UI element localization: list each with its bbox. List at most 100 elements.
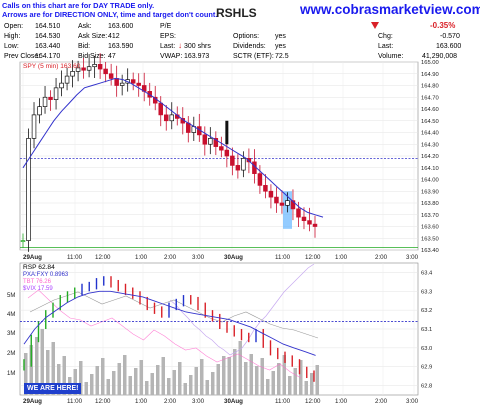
price-time-label: 30Aug (224, 254, 243, 261)
volume-bar (134, 368, 138, 395)
volume-bar (62, 356, 66, 395)
volume-bar (101, 358, 105, 395)
indicator-time-label: 11:00 (67, 398, 83, 405)
price-time-label: 29Aug (23, 254, 42, 261)
volume-bar (90, 374, 94, 395)
candle-body (70, 71, 75, 77)
volume-bar (216, 364, 220, 395)
candle-body (163, 114, 169, 122)
indicator-tick-label: 63.1 (421, 327, 432, 333)
indicator-time-label: 2:00 (375, 398, 388, 405)
volume-axis-label: 4M (7, 312, 15, 318)
volume-bar (293, 368, 297, 395)
candle-body (119, 82, 125, 86)
volume-bar (139, 360, 143, 395)
candle-body (81, 67, 86, 71)
indicator-tick-label: 63.3 (421, 289, 432, 295)
banner-line-1: Calls on this chart are for DAY TRADE on… (2, 1, 155, 10)
candle-body (263, 185, 268, 192)
website-link[interactable]: www.cobrasmarketview.com (300, 2, 480, 17)
candle-body (48, 96, 53, 100)
volume-axis-label: 1M (7, 371, 15, 377)
volume-bar (95, 366, 99, 395)
vix-overlay-line (169, 263, 315, 356)
volume-axis-label: 5M (7, 293, 15, 299)
tbt-overlay-line (27, 289, 302, 379)
ask-label: Ask: (78, 23, 92, 30)
change-percent: -0.35% (430, 21, 456, 30)
volume-bar (73, 369, 77, 395)
volume-bar (227, 357, 231, 395)
indicator-time-label: 12:00 (95, 398, 111, 405)
volume-bar (161, 357, 165, 395)
indicator-time-label: 1:00 (335, 398, 348, 405)
price-time-label: 2:00 (164, 254, 177, 261)
volume-bar (57, 364, 61, 395)
volume-bar (255, 366, 259, 395)
price-tick-label: 164.20 (421, 154, 439, 160)
candle-body (213, 138, 219, 147)
price-time-label: 3:00 (192, 254, 205, 261)
volume-bar (117, 363, 121, 395)
volume-spike-candle (225, 120, 229, 145)
open-value: 164.510 (35, 23, 61, 30)
volume-bar (238, 341, 242, 395)
candle-body (37, 106, 42, 116)
candle-body (97, 63, 103, 70)
volume-bar (35, 337, 39, 395)
price-tick-label: 164.50 (421, 119, 439, 125)
chg-label: Chg: (378, 33, 393, 40)
high-value: 164.530 (35, 33, 61, 40)
volume-bar (24, 353, 28, 395)
low-value: 163.440 (35, 43, 61, 50)
banner-line-2: Arrows are for DIRECTION ONLY, time and … (2, 10, 218, 19)
volume-bar (282, 355, 286, 395)
eps-label: EPS: (160, 33, 176, 40)
price-tick-label: 164.40 (421, 131, 439, 137)
last-price-label: Last: (378, 43, 394, 50)
legend-tbt: TBT 76.26 (23, 279, 51, 285)
volume-bar (84, 382, 88, 395)
price-time-label: 2:00 (375, 254, 388, 261)
prev-close-value: 164.170 (35, 53, 61, 60)
sctr-value: 72.5 (275, 53, 289, 60)
volume-bar (145, 381, 149, 395)
candle-body (307, 220, 312, 225)
indicator-time-label: 29Aug (23, 398, 42, 405)
candle-body (53, 87, 59, 100)
options-label: Options: (233, 33, 260, 40)
indicator-time-label: 11:00 (275, 398, 291, 405)
high-label: High: (4, 33, 21, 40)
candle-body (103, 68, 108, 75)
options-value: yes (275, 33, 286, 40)
volume-bar (271, 371, 275, 395)
volume-bar (277, 363, 281, 395)
candle-body (202, 134, 208, 145)
candle-body (208, 138, 213, 145)
volume-bar (194, 367, 198, 395)
last-label: Last: (160, 43, 176, 50)
volume-bar (299, 360, 303, 395)
ask-value: 163.600 (108, 23, 134, 30)
candle-body (296, 208, 301, 218)
volume-value: 41,290,008 (422, 53, 458, 60)
candle-body (31, 114, 37, 139)
legend-pxa: PXA:FXY 0.8963 (23, 272, 69, 278)
volume-bar (150, 373, 154, 395)
indicator-ma-line (23, 290, 316, 356)
candle-body (86, 66, 92, 71)
candle-body (301, 216, 307, 221)
chg-value: -0.570 (440, 33, 460, 40)
candle-body (26, 138, 31, 241)
down-triangle-icon (371, 22, 379, 29)
candle-body (241, 158, 246, 171)
candle-body (64, 75, 70, 84)
lower-chart-title: RSP 62.84 (23, 264, 55, 271)
candle-body (114, 78, 119, 86)
indicator-time-label: 1:00 (135, 398, 148, 405)
pe-label: P/E (160, 23, 172, 30)
bid-size-label: Bid Size: (78, 53, 106, 60)
candle-body (224, 149, 230, 157)
upper-chart-title: SPY (5 min) 163.60 (23, 63, 81, 70)
price-tick-label: 163.40 (421, 248, 439, 254)
